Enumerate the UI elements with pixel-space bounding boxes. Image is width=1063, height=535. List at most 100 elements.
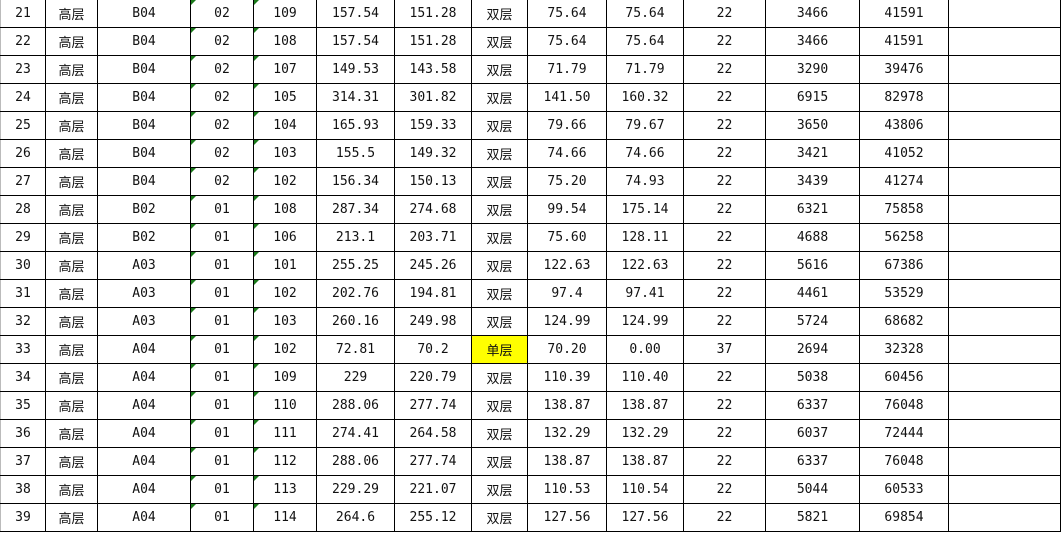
cell-area-c[interactable]: 75.64 — [527, 27, 607, 56]
cell-area-a[interactable]: 229.29 — [316, 475, 395, 504]
cell-area-b[interactable]: 220.79 — [394, 363, 472, 392]
cell-building-code[interactable]: B04 — [97, 0, 191, 28]
cell-empty[interactable] — [948, 363, 1061, 392]
cell-area-d[interactable]: 74.66 — [606, 139, 684, 168]
cell-building-code[interactable]: B04 — [97, 139, 191, 168]
cell-empty[interactable] — [948, 475, 1061, 504]
cell-area-c[interactable]: 70.20 — [527, 335, 607, 364]
cell-area-c[interactable]: 110.39 — [527, 363, 607, 392]
cell-floor-type[interactable]: 双层 — [471, 279, 528, 308]
cell-value-e[interactable]: 22 — [683, 167, 766, 196]
cell-room-number[interactable]: 102 — [253, 335, 317, 364]
cell-building-type[interactable]: 高层 — [45, 419, 98, 448]
cell-area-a[interactable]: 274.41 — [316, 419, 395, 448]
cell-area-d[interactable]: 175.14 — [606, 195, 684, 224]
cell-area-b[interactable]: 277.74 — [394, 447, 472, 476]
cell-area-d[interactable]: 110.54 — [606, 475, 684, 504]
cell-value-e[interactable]: 22 — [683, 223, 766, 252]
cell-floor-type[interactable]: 双层 — [471, 139, 528, 168]
cell-building-type[interactable]: 高层 — [45, 139, 98, 168]
cell-room-number[interactable]: 105 — [253, 83, 317, 112]
cell-value-g[interactable]: 67386 — [859, 251, 949, 280]
cell-unit[interactable]: 02 — [190, 0, 254, 28]
cell-empty[interactable] — [948, 83, 1061, 112]
cell-area-a[interactable]: 156.34 — [316, 167, 395, 196]
cell-value-f[interactable]: 5724 — [765, 307, 860, 336]
cell-value-e[interactable]: 37 — [683, 335, 766, 364]
cell-building-code[interactable]: B04 — [97, 27, 191, 56]
cell-row-number[interactable]: 22 — [0, 27, 46, 56]
cell-building-type[interactable]: 高层 — [45, 223, 98, 252]
cell-value-e[interactable]: 22 — [683, 251, 766, 280]
cell-building-code[interactable]: B02 — [97, 195, 191, 224]
cell-unit[interactable]: 01 — [190, 447, 254, 476]
cell-floor-type[interactable]: 双层 — [471, 475, 528, 504]
cell-area-c[interactable]: 79.66 — [527, 111, 607, 140]
cell-area-c[interactable]: 75.20 — [527, 167, 607, 196]
cell-area-b[interactable]: 249.98 — [394, 307, 472, 336]
cell-building-type[interactable]: 高层 — [45, 447, 98, 476]
cell-room-number[interactable]: 112 — [253, 447, 317, 476]
cell-value-f[interactable]: 5616 — [765, 251, 860, 280]
cell-floor-type[interactable]: 双层 — [471, 83, 528, 112]
cell-value-f[interactable]: 3421 — [765, 139, 860, 168]
cell-value-f[interactable]: 3650 — [765, 111, 860, 140]
cell-unit[interactable]: 02 — [190, 167, 254, 196]
cell-area-a[interactable]: 288.06 — [316, 447, 395, 476]
cell-building-type[interactable]: 高层 — [45, 475, 98, 504]
cell-row-number[interactable]: 39 — [0, 503, 46, 532]
cell-value-f[interactable]: 5821 — [765, 503, 860, 532]
cell-unit[interactable]: 02 — [190, 55, 254, 84]
cell-row-number[interactable]: 25 — [0, 111, 46, 140]
cell-area-c[interactable]: 110.53 — [527, 475, 607, 504]
cell-value-g[interactable]: 60533 — [859, 475, 949, 504]
cell-value-e[interactable]: 22 — [683, 111, 766, 140]
cell-value-e[interactable]: 22 — [683, 83, 766, 112]
cell-value-e[interactable]: 22 — [683, 27, 766, 56]
cell-area-b[interactable]: 221.07 — [394, 475, 472, 504]
cell-room-number[interactable]: 109 — [253, 0, 317, 28]
cell-row-number[interactable]: 26 — [0, 139, 46, 168]
cell-building-code[interactable]: B04 — [97, 55, 191, 84]
cell-area-a[interactable]: 202.76 — [316, 279, 395, 308]
cell-room-number[interactable]: 110 — [253, 391, 317, 420]
cell-value-e[interactable]: 22 — [683, 391, 766, 420]
cell-room-number[interactable]: 108 — [253, 195, 317, 224]
cell-room-number[interactable]: 114 — [253, 503, 317, 532]
cell-area-d[interactable]: 71.79 — [606, 55, 684, 84]
cell-unit[interactable]: 01 — [190, 475, 254, 504]
cell-value-e[interactable]: 22 — [683, 55, 766, 84]
cell-area-a[interactable]: 260.16 — [316, 307, 395, 336]
cell-floor-type[interactable]: 双层 — [471, 223, 528, 252]
cell-building-type[interactable]: 高层 — [45, 503, 98, 532]
cell-room-number[interactable]: 109 — [253, 363, 317, 392]
cell-value-e[interactable]: 22 — [683, 363, 766, 392]
cell-building-code[interactable]: A04 — [97, 335, 191, 364]
cell-building-type[interactable]: 高层 — [45, 167, 98, 196]
cell-unit[interactable]: 02 — [190, 139, 254, 168]
cell-floor-type[interactable]: 双层 — [471, 503, 528, 532]
cell-floor-type[interactable]: 双层 — [471, 111, 528, 140]
cell-row-number[interactable]: 27 — [0, 167, 46, 196]
cell-value-g[interactable]: 41591 — [859, 27, 949, 56]
cell-unit[interactable]: 01 — [190, 391, 254, 420]
cell-room-number[interactable]: 111 — [253, 419, 317, 448]
cell-value-e[interactable]: 22 — [683, 279, 766, 308]
cell-empty[interactable] — [948, 447, 1061, 476]
cell-floor-type[interactable]: 双层 — [471, 447, 528, 476]
cell-area-d[interactable]: 79.67 — [606, 111, 684, 140]
cell-area-a[interactable]: 157.54 — [316, 0, 395, 28]
cell-area-b[interactable]: 264.58 — [394, 419, 472, 448]
cell-empty[interactable] — [948, 139, 1061, 168]
cell-building-code[interactable]: A03 — [97, 279, 191, 308]
cell-empty[interactable] — [948, 503, 1061, 532]
cell-room-number[interactable]: 104 — [253, 111, 317, 140]
cell-unit[interactable]: 01 — [190, 335, 254, 364]
cell-building-code[interactable]: A03 — [97, 307, 191, 336]
cell-row-number[interactable]: 30 — [0, 251, 46, 280]
cell-area-b[interactable]: 255.12 — [394, 503, 472, 532]
cell-floor-type[interactable]: 双层 — [471, 391, 528, 420]
cell-value-f[interactable]: 4461 — [765, 279, 860, 308]
cell-value-e[interactable]: 22 — [683, 0, 766, 28]
cell-empty[interactable] — [948, 0, 1061, 28]
